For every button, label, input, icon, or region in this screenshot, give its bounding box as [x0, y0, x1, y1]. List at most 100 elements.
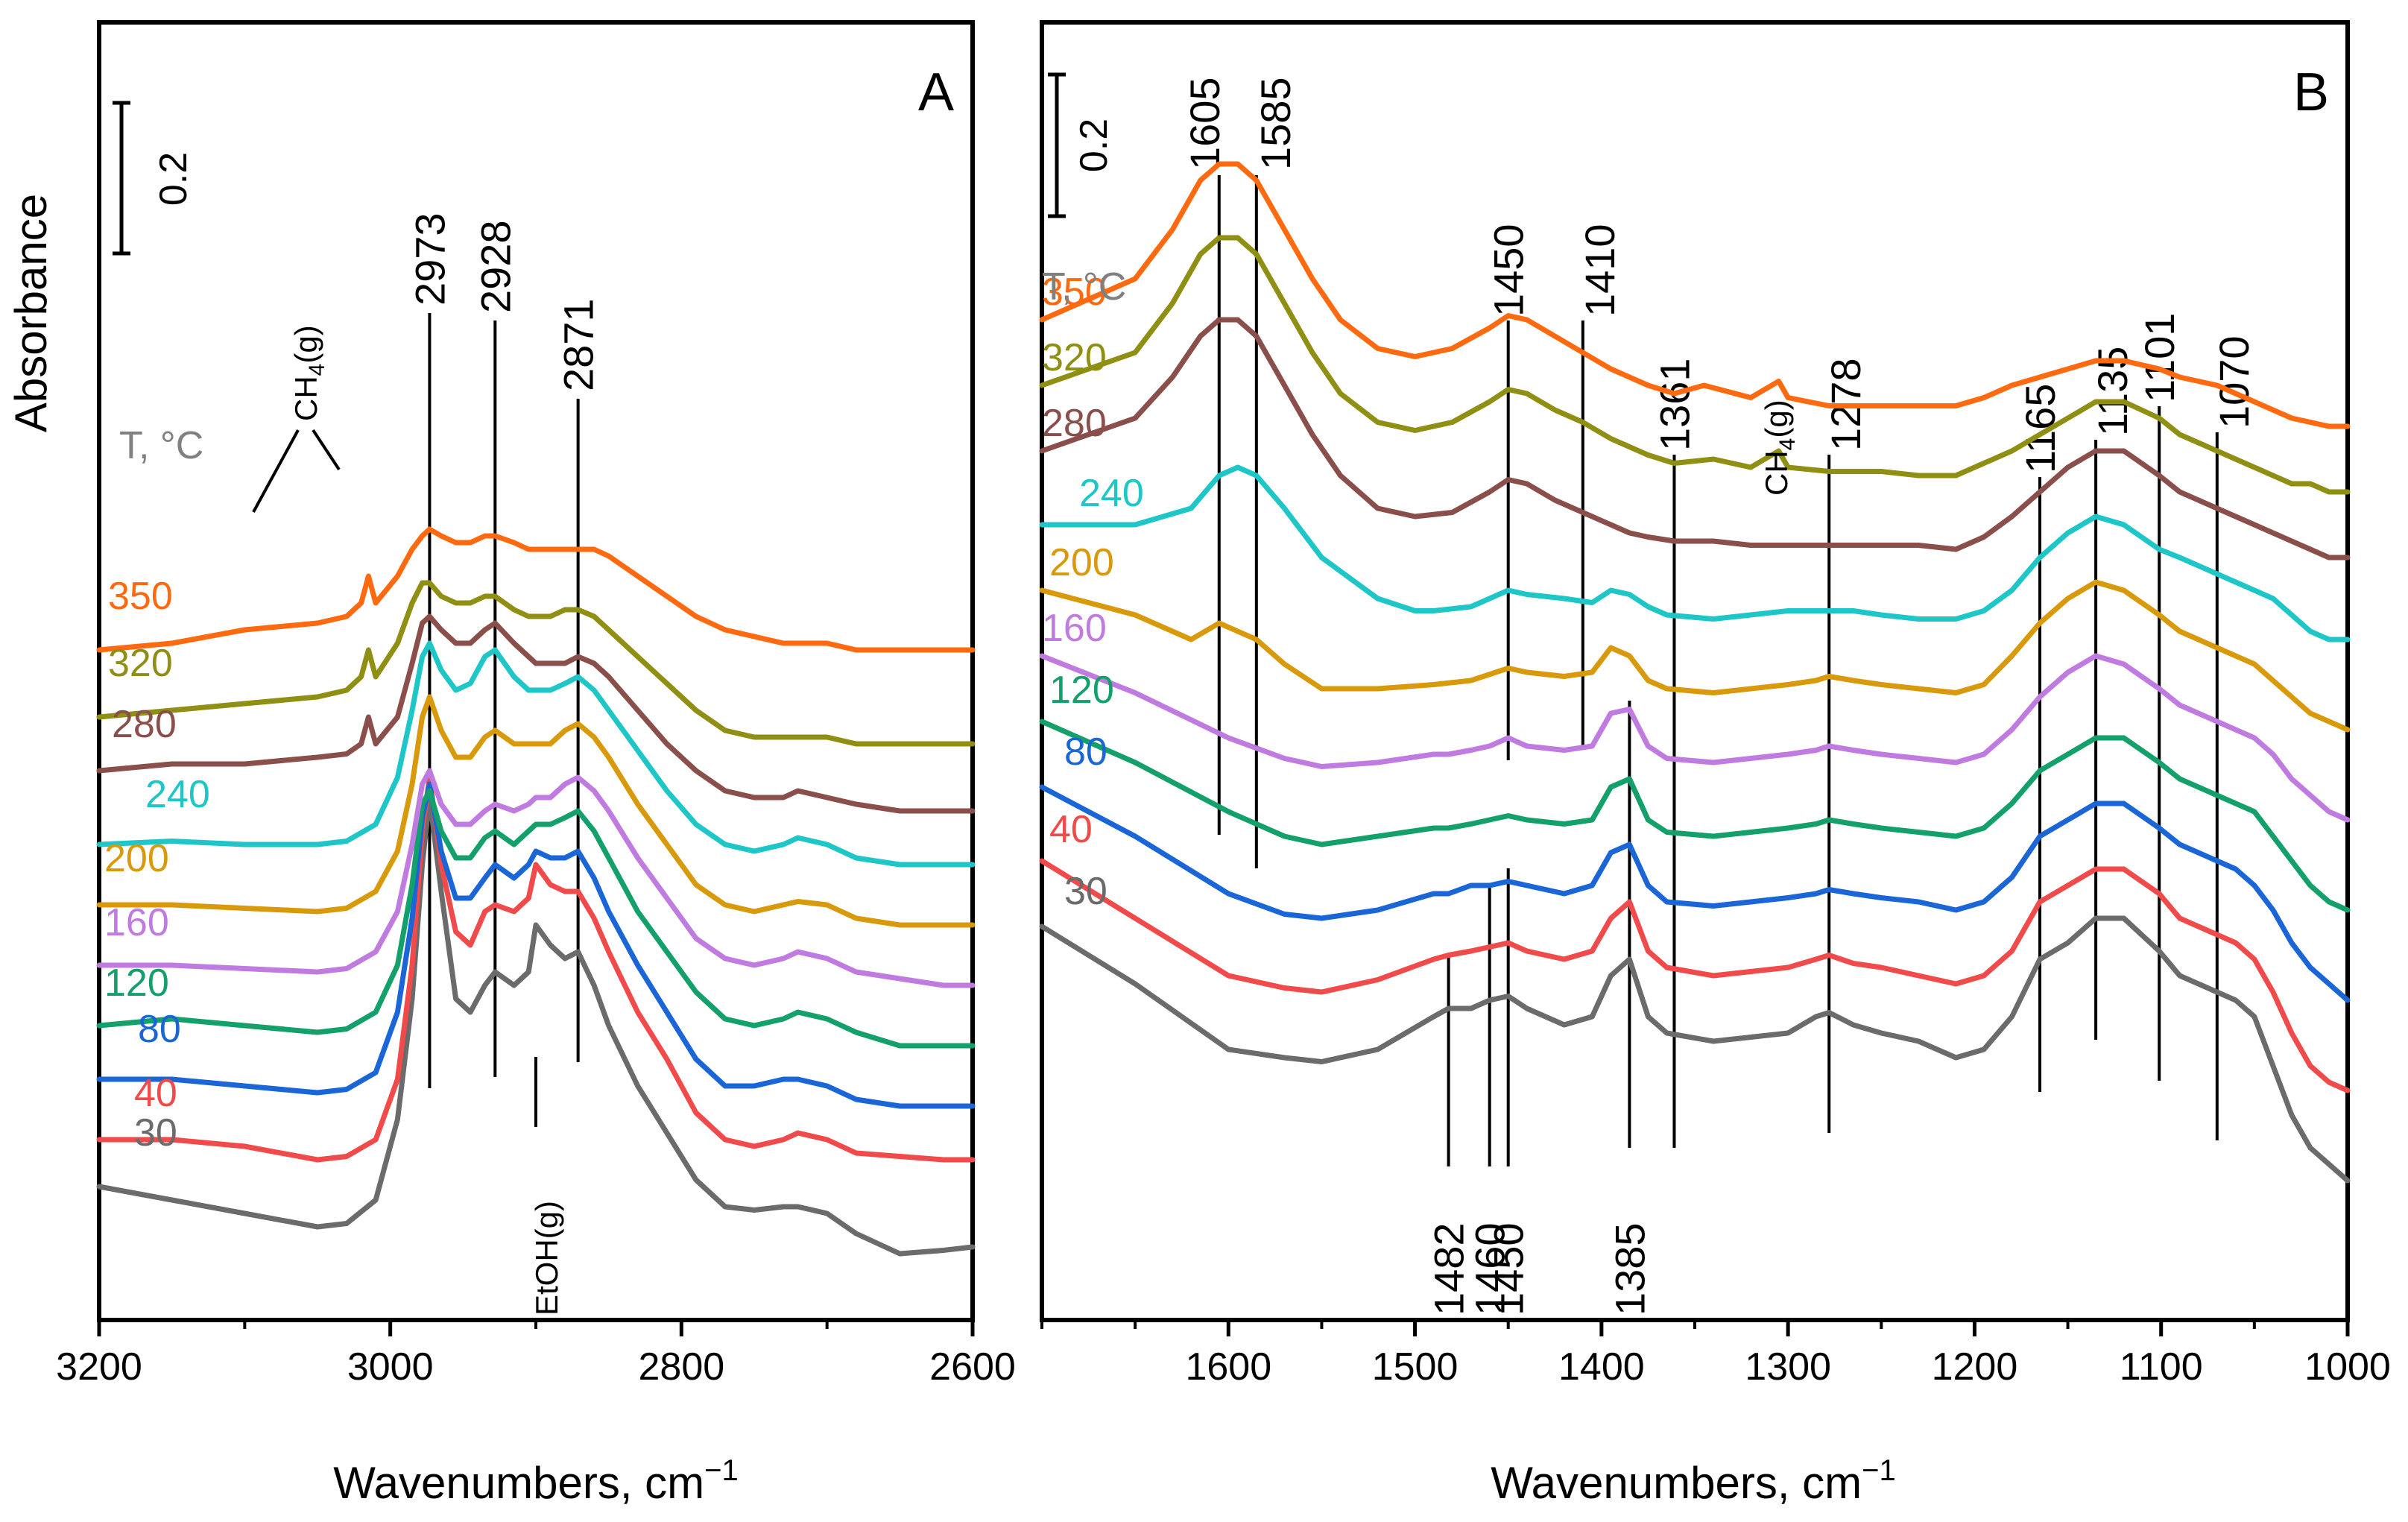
peak-label-bottom-1482: 1482: [1426, 1222, 1473, 1316]
panel-b-x-axis-label-text: Wavenumbers, cm: [1491, 1458, 1862, 1508]
panel-a-etoh-label: EtOH(g): [529, 1201, 564, 1316]
panel-a-ch4-suffix: (g): [288, 325, 323, 363]
panel-a: A 0.2 3200 3000 2800 2600 2973 2928 2871 3040…: [56, 20, 1016, 1508]
panel-a-scale-bar: 0.2: [113, 101, 195, 256]
panel-b-scale-bar-label: 0.2: [1072, 119, 1116, 172]
panel-b-ch4-sub: 4: [1775, 438, 1800, 451]
svg-text:CH4(g): CH4(g): [1759, 400, 1800, 496]
panel-b-temperature-header: T, °C: [1042, 265, 1126, 309]
spectrum-280: [1039, 317, 2351, 561]
peak-label-2973: 2973: [406, 212, 453, 306]
svg-text:CH4(g): CH4(g): [288, 325, 329, 421]
x-tick-label: 1200: [1932, 1345, 2018, 1389]
x-tick-label: 1000: [2304, 1345, 2391, 1389]
panel-b-ch4-prefix: CH: [1759, 450, 1794, 496]
peak-label-1101: 1101: [2136, 313, 2183, 402]
x-tick-label: 1100: [2120, 1345, 2203, 1389]
x-tick-label: 3000: [347, 1345, 434, 1389]
spectrum-120: [96, 788, 976, 1049]
temperature-label-240: 240: [1079, 472, 1144, 515]
temperature-label-160: 160: [104, 901, 169, 944]
spectrum-320: [96, 580, 976, 747]
spectrum-120: [1039, 719, 2351, 913]
temperature-label-350: 350: [1042, 271, 1107, 314]
panel-b: B 0.2 1600 1500 1400 1300 1200 1100 1000 1605 1…: [1039, 20, 2391, 1508]
x-tick-label: 1500: [1372, 1345, 1459, 1389]
temperature-label-40: 40: [134, 1072, 177, 1115]
spectrum-40: [1039, 858, 2351, 1093]
x-tick-label: 1300: [1745, 1345, 1831, 1389]
temperature-label-200: 200: [104, 837, 169, 880]
panel-b-temperature-labels: 30 40 80 120 160 200 240 280 320 350: [1042, 271, 1144, 913]
spectrum-320: [1039, 235, 2351, 495]
x-tick-label: 1400: [1558, 1345, 1645, 1389]
peak-label-2871: 2871: [555, 298, 602, 391]
spectrum-200: [96, 694, 976, 928]
panel-a-ch4-prefix: CH: [288, 376, 323, 421]
peak-label-1585: 1585: [1252, 77, 1299, 170]
spectrum-280: [96, 613, 976, 814]
temperature-label-30: 30: [1064, 870, 1107, 913]
panel-a-x-ticks: 3200 3000 2800 2600: [56, 1320, 1016, 1389]
peak-label-2928: 2928: [472, 220, 519, 313]
spectrum-350: [1039, 161, 2351, 429]
x-tick-label: 2800: [638, 1345, 724, 1389]
panel-b-x-axis-label: Wavenumbers, cm−1: [1491, 1454, 1896, 1508]
panel-a-etoh-annotation: EtOH(g): [529, 1057, 564, 1316]
spectrum-30: [96, 795, 976, 1257]
temperature-label-80: 80: [1064, 730, 1107, 774]
temperature-label-280: 280: [1042, 402, 1107, 445]
temperature-label-200: 200: [1049, 541, 1114, 584]
peak-label-bottom-1460: 1460: [1467, 1222, 1514, 1316]
temperature-label-350: 350: [108, 575, 173, 618]
panel-b-title: B: [2293, 63, 2329, 122]
temperature-label-120: 120: [104, 961, 169, 1005]
temperature-label-30: 30: [134, 1111, 177, 1155]
spectrum-80: [1039, 784, 2351, 1003]
panel-a-ch4-annotation: CH4(g): [252, 325, 341, 513]
peak-label-1070: 1070: [2211, 335, 2257, 429]
temperature-label-280: 280: [112, 703, 177, 746]
spectrum-350: [96, 526, 976, 653]
panel-a-x-axis-label-sup: −1: [704, 1454, 739, 1487]
temperature-label-320: 320: [108, 642, 173, 685]
panel-b-frame: [1040, 20, 2350, 1322]
panel-a-peak-markers: 2973 2928 2871: [406, 212, 602, 1088]
spectrum-40: [96, 774, 976, 1163]
panel-b-ch4-suffix: (g): [1759, 400, 1794, 438]
spectrum-240: [96, 640, 976, 868]
panel-b-x-ticks: 1600 1500 1400 1300 1200 1100 1000: [1040, 1320, 2391, 1389]
peak-label-1361: 1361: [1651, 358, 1698, 451]
spectrum-200: [1039, 579, 2351, 733]
spectrum-80: [96, 781, 976, 1109]
temperature-label-320: 320: [1042, 336, 1107, 379]
panel-a-x-axis-label-text: Wavenumbers, cm: [333, 1458, 704, 1508]
panel-a-spectra: [96, 526, 976, 1257]
panel-a-scale-bar-label: 0.2: [152, 152, 195, 206]
x-tick-label: 1600: [1185, 1345, 1271, 1389]
panel-b-scale-bar: 0.2: [1048, 72, 1116, 218]
temperature-label-120: 120: [1049, 669, 1114, 712]
peak-label-1450: 1450: [1485, 224, 1532, 317]
peak-label-1165: 1165: [2017, 384, 2064, 473]
y-axis-label: Absorbance: [6, 194, 56, 432]
panel-a-title: A: [918, 63, 954, 122]
temperature-label-240: 240: [145, 773, 210, 816]
peak-label-1605: 1605: [1181, 77, 1228, 170]
panel-a-temperature-header: T, °C: [119, 424, 203, 467]
spectrum-240: [1039, 464, 2351, 642]
x-tick-label: 2600: [929, 1345, 1016, 1389]
temperature-label-80: 80: [138, 1008, 181, 1051]
peak-label-bottom-1385: 1385: [1606, 1222, 1653, 1316]
panel-a-x-axis-label: Wavenumbers, cm−1: [333, 1454, 739, 1508]
spectrum-160: [1039, 653, 2351, 823]
panel-b-ch4-annotation: CH4(g): [1759, 400, 1800, 496]
spectrum-30: [1039, 915, 2351, 1184]
temperature-label-160: 160: [1042, 607, 1107, 650]
x-tick-label: 3200: [56, 1345, 142, 1389]
panel-b-x-axis-label-sup: −1: [1862, 1454, 1896, 1487]
spectrum-160: [96, 768, 976, 988]
